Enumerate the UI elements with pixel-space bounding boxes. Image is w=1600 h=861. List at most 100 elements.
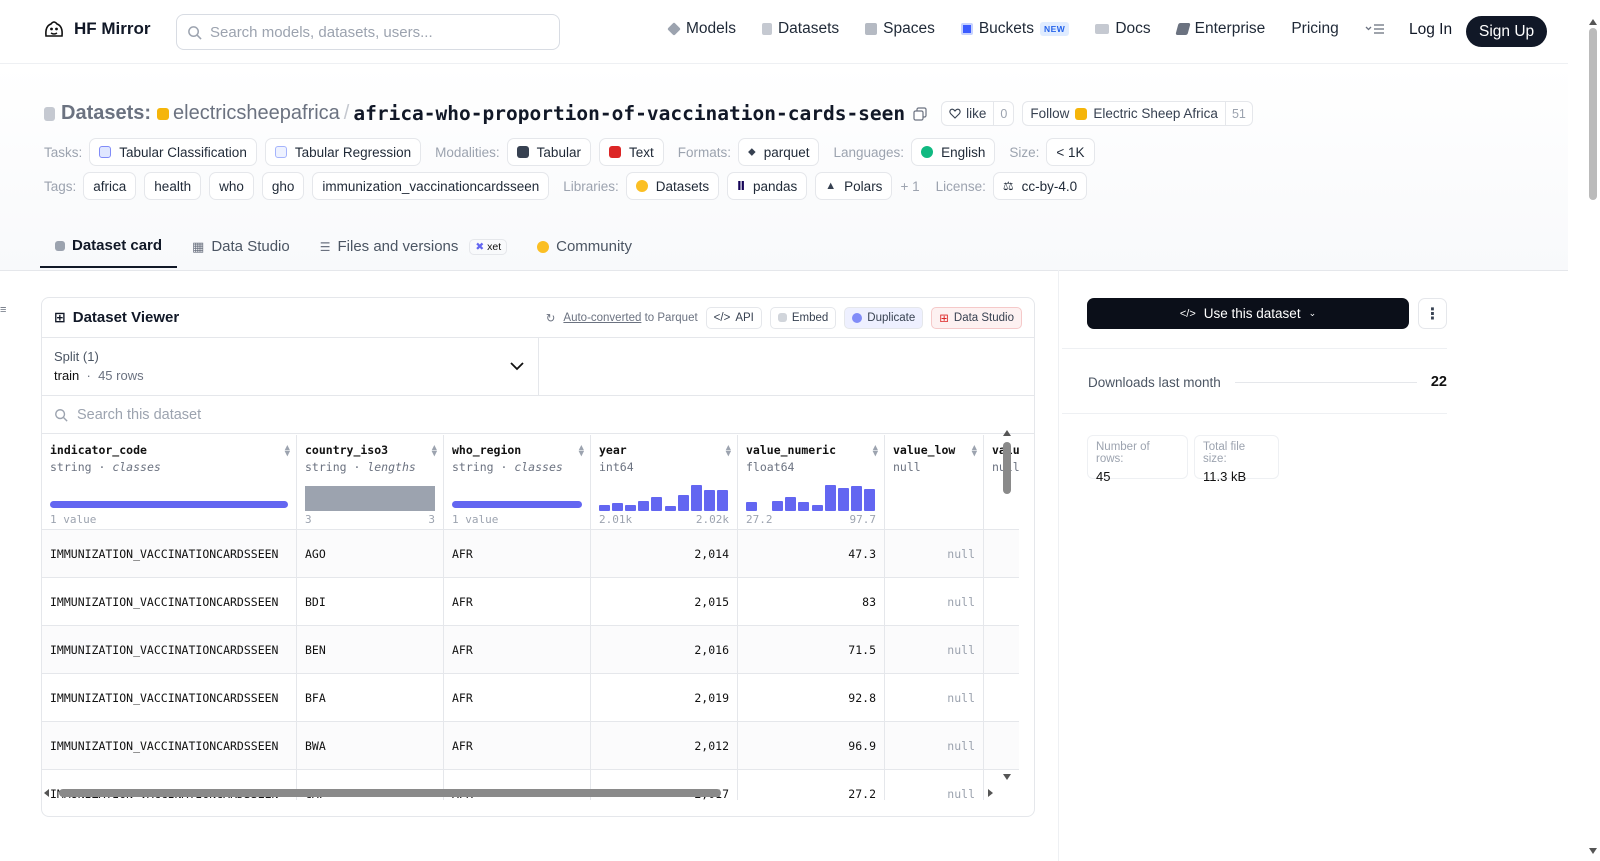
nav-models[interactable]: Models xyxy=(667,20,736,38)
auto-converted-link[interactable]: Auto-converted xyxy=(563,311,642,324)
table-cell[interactable]: AFR xyxy=(444,674,591,722)
table-cell[interactable]: 47.3 xyxy=(738,530,885,578)
dataset-search[interactable] xyxy=(42,396,1034,434)
tag-who[interactable]: who xyxy=(209,172,254,200)
table-cell[interactable]: IMMUNIZATION_VACCINATIONCARDSSEEN xyxy=(42,626,297,674)
histogram-bar[interactable] xyxy=(746,501,758,511)
table-cell[interactable]: AFR xyxy=(444,578,591,626)
sort-icon[interactable]: ▲ ▼ xyxy=(284,443,290,459)
copy-icon[interactable] xyxy=(913,106,927,121)
table-cell[interactable] xyxy=(984,674,1019,722)
scroll-up-icon[interactable] xyxy=(1003,430,1011,436)
nav-spaces[interactable]: Spaces xyxy=(865,20,935,38)
repo-owner-link[interactable]: electricsheepafrica xyxy=(173,102,340,124)
nav-buckets[interactable]: Buckets NEW xyxy=(960,20,1070,38)
length-bar[interactable] xyxy=(305,486,435,511)
follow-button[interactable]: Follow Electric Sheep Africa 51 xyxy=(1022,101,1253,126)
table-cell[interactable]: AFR xyxy=(444,626,591,674)
use-dataset-button[interactable]: </> Use this dataset ⌄ xyxy=(1087,298,1409,329)
table-cell[interactable]: 2,014 xyxy=(591,530,738,578)
table-row[interactable] xyxy=(42,722,1019,770)
language-english[interactable]: English xyxy=(911,138,996,166)
task-tabular-classification[interactable]: Tabular Classification xyxy=(89,138,257,166)
license-tag[interactable]: ⚖ cc-by-4.0 xyxy=(992,172,1088,200)
table-vertical-scrollbar[interactable] xyxy=(1001,430,1013,788)
tag-africa[interactable]: africa xyxy=(83,172,137,200)
duplicate-button[interactable]: Duplicate xyxy=(844,306,924,329)
page-scroll-down-icon[interactable] xyxy=(1589,848,1597,854)
column-header-year[interactable]: year int64 ▲ ▼ 2.01k 2.02k xyxy=(591,435,738,530)
api-button[interactable]: </> API xyxy=(705,306,762,329)
table-cell[interactable]: BEN xyxy=(297,626,444,674)
table-cell[interactable]: AFR xyxy=(444,722,591,770)
table-cell[interactable]: null xyxy=(885,722,984,770)
sort-icon[interactable]: ▲ ▼ xyxy=(872,443,878,459)
page-scroll-up-icon[interactable] xyxy=(1589,19,1597,25)
table-cell[interactable] xyxy=(984,530,1019,578)
table-cell[interactable]: IMMUNIZATION_VACCINATIONCARDSSEEN xyxy=(42,674,297,722)
toc-toggle-icon[interactable]: ≡ xyxy=(0,304,7,316)
table-cell[interactable]: 96.9 xyxy=(738,722,885,770)
tag-immunization[interactable]: immunization_vaccinationcardsseen xyxy=(312,172,550,200)
scroll-right-icon[interactable] xyxy=(988,789,993,797)
table-cell[interactable] xyxy=(984,578,1019,626)
table-cell[interactable]: BDI xyxy=(297,578,444,626)
modality-tabular[interactable]: Tabular xyxy=(506,138,591,166)
class-bar[interactable] xyxy=(50,501,288,508)
histogram-bar[interactable] xyxy=(785,496,797,511)
scroll-down-icon[interactable] xyxy=(1003,774,1011,780)
table-cell[interactable]: null xyxy=(885,674,984,722)
table-cell[interactable]: 27.2 xyxy=(738,770,885,800)
column-header-value-numeric[interactable]: value_numeric float64 ▲ ▼ 27.2 97.7 xyxy=(738,435,885,530)
tag-health[interactable]: health xyxy=(144,172,202,200)
table-cell[interactable]: 71.5 xyxy=(738,626,885,674)
login-link[interactable]: Log In xyxy=(1409,21,1453,38)
table-row[interactable] xyxy=(42,530,1019,578)
histogram-bar[interactable] xyxy=(664,505,676,511)
histogram-bar[interactable] xyxy=(677,495,689,511)
nav-pricing[interactable]: Pricing xyxy=(1291,20,1339,37)
histogram-bar[interactable] xyxy=(716,490,728,511)
table-cell[interactable]: 2,016 xyxy=(591,626,738,674)
column-header-value-low[interactable]: value_low null ▲ ▼ xyxy=(885,435,984,530)
column-header-who-region[interactable]: who_region string · classes ▲ ▼ 1 value xyxy=(444,435,591,530)
nav-datasets[interactable]: Datasets xyxy=(761,20,839,38)
histogram-bar[interactable] xyxy=(850,486,862,511)
histogram-bar[interactable] xyxy=(599,504,611,511)
tab-data-studio[interactable]: ▦ Data Studio xyxy=(192,238,290,255)
histogram-bar[interactable] xyxy=(837,487,849,511)
column-header-indicator-code[interactable]: indicator_code string · classes ▲ ▼ 1 value xyxy=(42,435,297,530)
histogram-bar[interactable] xyxy=(798,501,810,511)
horizontal-scroll-thumb[interactable] xyxy=(59,789,721,797)
like-button[interactable]: like 0 xyxy=(941,101,1015,126)
tag-gho[interactable]: gho xyxy=(261,172,305,200)
sort-icon[interactable]: ▲ ▼ xyxy=(725,443,731,459)
column-header-country-iso3[interactable]: country_iso3 string · lengths ▲ ▼ 3 3 xyxy=(297,435,444,530)
nav-enterprise[interactable]: Enterprise xyxy=(1175,20,1265,38)
table-cell[interactable]: 83 xyxy=(738,578,885,626)
table-cell[interactable]: BWA xyxy=(297,722,444,770)
table-cell[interactable]: AGO xyxy=(297,530,444,578)
histogram-bar[interactable] xyxy=(811,504,823,511)
brand-logo[interactable]: HF Mirror xyxy=(42,18,151,40)
histogram-bar[interactable] xyxy=(772,500,784,511)
tab-dataset-card[interactable]: Dataset card xyxy=(40,225,178,268)
table-cell[interactable]: 2,012 xyxy=(591,722,738,770)
vertical-scroll-thumb[interactable] xyxy=(1003,442,1011,494)
signup-button[interactable]: Sign Up xyxy=(1466,16,1548,47)
split-selector[interactable]: Split (1) train · 45 rows xyxy=(42,338,539,395)
sort-icon[interactable]: ▲ ▼ xyxy=(971,443,977,459)
table-cell[interactable]: 2,015 xyxy=(591,578,738,626)
embed-button[interactable]: Embed xyxy=(769,306,837,329)
table-cell[interactable] xyxy=(984,626,1019,674)
tab-files-versions[interactable]: ☰ Files and versions ✖ xet xyxy=(305,225,522,268)
global-search-input[interactable] xyxy=(210,23,540,41)
histogram-bar[interactable] xyxy=(690,485,702,511)
more-options-button[interactable]: ⋮ xyxy=(1418,298,1447,329)
table-cell[interactable]: null xyxy=(885,530,984,578)
dataset-search-input[interactable] xyxy=(77,406,477,423)
class-bar[interactable] xyxy=(452,501,582,508)
nav-more-menu[interactable] xyxy=(1365,23,1385,35)
histogram-bar[interactable] xyxy=(651,496,663,511)
modality-text[interactable]: Text xyxy=(598,138,664,166)
